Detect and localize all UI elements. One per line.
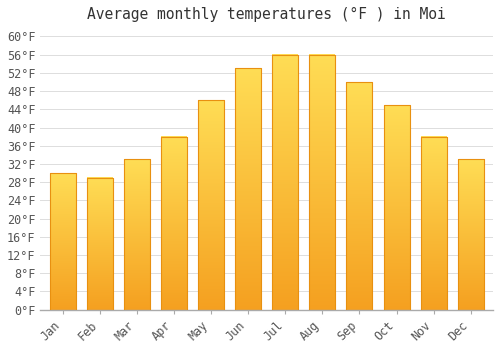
- Title: Average monthly temperatures (°F ) in Moi: Average monthly temperatures (°F ) in Mo…: [88, 7, 446, 22]
